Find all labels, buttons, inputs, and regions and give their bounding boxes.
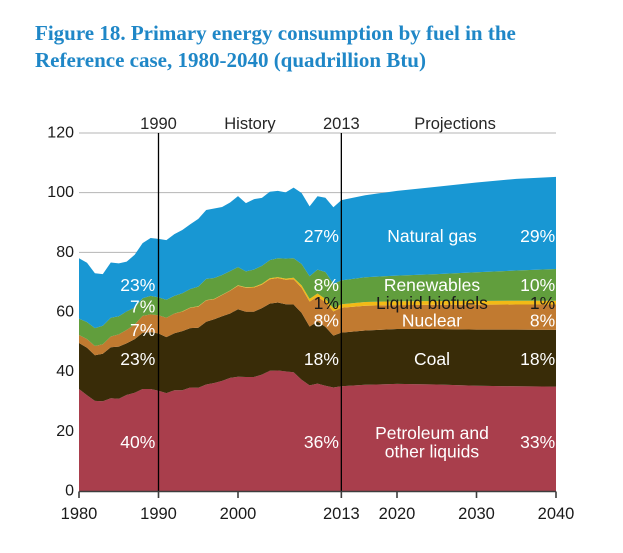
- period-label-projections: Projections: [414, 115, 496, 133]
- x-tick-label-1990: 1990: [140, 505, 177, 523]
- percent-label-18: 18%: [520, 349, 555, 369]
- percent-label-18: 18%: [304, 349, 339, 369]
- percent-label-8: 8%: [314, 310, 339, 330]
- series-label-liquid-biofuels: Liquid biofuels: [376, 293, 488, 313]
- x-tick-label-2020: 2020: [379, 505, 416, 523]
- figure-title-line2: Reference case, 1980-2040 (quadrillion B…: [35, 48, 426, 72]
- y-tick-label-60: 60: [56, 304, 74, 321]
- period-label-2013: 2013: [323, 115, 360, 133]
- period-label-1990: 1990: [140, 115, 177, 133]
- x-tick-label-2000: 2000: [220, 505, 257, 523]
- percent-label-7: 7%: [130, 296, 155, 316]
- series-label-coal: Coal: [414, 349, 450, 369]
- period-label-history: History: [224, 115, 276, 133]
- y-tick-label-80: 80: [56, 244, 74, 261]
- series-label-natural-gas: Natural gas: [387, 226, 477, 246]
- x-tick-label-2030: 2030: [458, 505, 495, 523]
- area-renewables: [79, 258, 556, 346]
- series-label-nuclear: Nuclear: [402, 310, 462, 330]
- figure-title: Figure 18. Primary energy consumption by…: [35, 20, 610, 74]
- area-coal: [79, 302, 556, 402]
- percent-label-10: 10%: [520, 275, 555, 295]
- y-tick-label-120: 120: [47, 125, 74, 142]
- percent-label-8: 8%: [314, 275, 339, 295]
- series-label-renewables: Renewables: [384, 275, 481, 295]
- percent-label-27: 27%: [304, 226, 339, 246]
- percent-label-29: 29%: [520, 226, 555, 246]
- percent-label-40: 40%: [120, 432, 155, 452]
- y-tick-label-40: 40: [56, 363, 74, 380]
- area-natural-gas: [79, 176, 556, 329]
- figure-title-line1: Figure 18. Primary energy consumption by…: [35, 21, 516, 45]
- y-tick-label-20: 20: [56, 423, 74, 440]
- series-label-other-liquids: other liquids: [385, 442, 480, 462]
- percent-label-33: 33%: [520, 432, 555, 452]
- percent-label-8: 8%: [530, 310, 555, 330]
- area-nuclear: [79, 278, 556, 356]
- x-tick-label-2013: 2013: [323, 505, 360, 523]
- percent-label-7: 7%: [130, 320, 155, 340]
- y-tick-label-100: 100: [47, 184, 74, 201]
- x-tick-label-1980: 1980: [61, 505, 98, 523]
- percent-label-36: 36%: [304, 432, 339, 452]
- y-tick-label-0: 0: [65, 483, 74, 500]
- percent-label-23: 23%: [120, 349, 155, 369]
- percent-label-23: 23%: [120, 275, 155, 295]
- percent-label-1: 1%: [314, 293, 339, 313]
- series-label-petroleum-and: Petroleum and: [375, 423, 489, 443]
- percent-label-1: 1%: [530, 293, 555, 313]
- area-petroleum-and-other-liquids: [79, 370, 556, 491]
- x-tick-label-2040: 2040: [538, 505, 575, 523]
